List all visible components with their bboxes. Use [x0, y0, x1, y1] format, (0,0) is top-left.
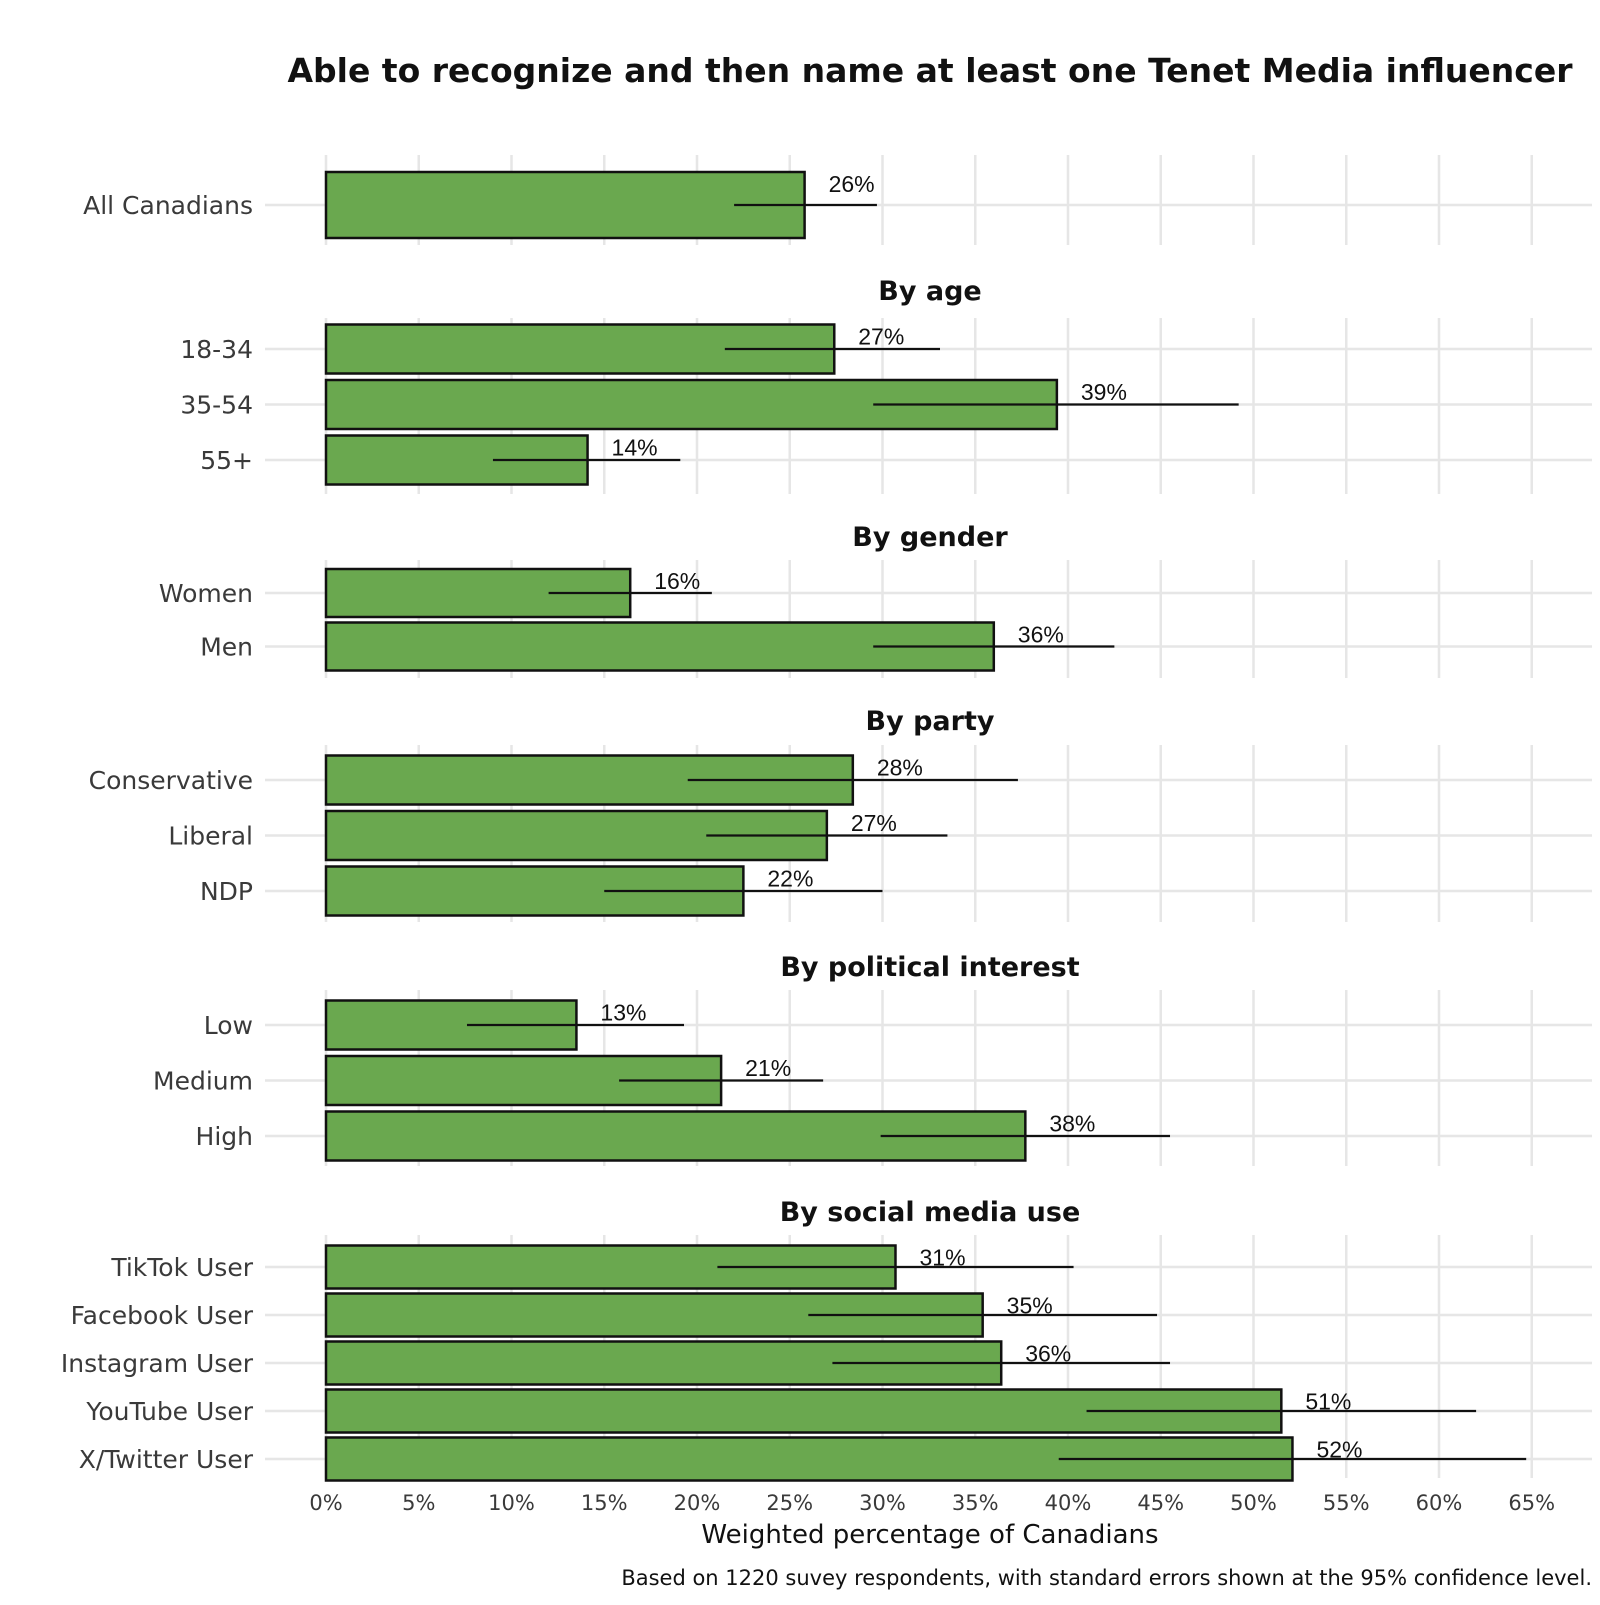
- value-label: 21%: [745, 1055, 791, 1081]
- x-tick-label: 15%: [581, 1491, 628, 1515]
- value-label: 16%: [654, 568, 700, 594]
- x-tick-label: 5%: [402, 1491, 435, 1515]
- category-label: Conservative: [89, 766, 253, 795]
- value-label: 51%: [1305, 1389, 1351, 1415]
- category-label: Men: [200, 633, 253, 662]
- value-label: 38%: [1049, 1111, 1095, 1137]
- facet-title: By political interest: [780, 952, 1079, 983]
- bar: [324, 999, 578, 1051]
- facet-title: By gender: [852, 522, 1008, 553]
- chart-caption: Based on 1220 suvey respondents, with st…: [621, 1566, 1592, 1590]
- value-label: 52%: [1316, 1437, 1362, 1463]
- panel-group: All Canadians 26%: [83, 155, 1592, 245]
- bar: [324, 170, 806, 240]
- category-label: All Canadians: [83, 191, 253, 220]
- x-tick-label: 10%: [488, 1491, 535, 1515]
- value-label: 35%: [1007, 1293, 1053, 1319]
- panel-group: By political interest Low 13% Medium 21% High…: [153, 952, 1592, 1166]
- category-label: X/Twitter User: [79, 1445, 254, 1474]
- x-axis-title: Weighted percentage of Canadians: [701, 1520, 1158, 1550]
- facet-title: By age: [878, 276, 981, 307]
- panel-group: By gender Women 16% Men 36%: [159, 522, 1592, 678]
- x-tick-label: 35%: [952, 1491, 999, 1515]
- facet-title: By social media use: [780, 1197, 1081, 1228]
- x-tick-label: 45%: [1137, 1491, 1184, 1515]
- value-label: 39%: [1081, 379, 1127, 405]
- category-label: Medium: [153, 1067, 253, 1096]
- chart-panels: All Canadians 26% By age 18-34 27% 35-54 39% 55…: [61, 155, 1592, 1482]
- category-label: Facebook User: [71, 1301, 254, 1330]
- category-label: Women: [159, 579, 253, 608]
- x-tick-label: 55%: [1323, 1491, 1370, 1515]
- category-label: Low: [204, 1011, 253, 1040]
- x-tick-label: 30%: [859, 1491, 906, 1515]
- x-tick-label: 40%: [1045, 1491, 1092, 1515]
- x-tick-label: 65%: [1508, 1491, 1555, 1515]
- value-label: 13%: [600, 1000, 646, 1026]
- x-tick-label: 50%: [1230, 1491, 1277, 1515]
- x-tick-label: 20%: [674, 1491, 721, 1515]
- panel-group: By party Conservative 28% Liberal 27% NDP 22%: [89, 706, 1592, 922]
- value-label: 36%: [1018, 622, 1064, 648]
- panel-group: By age 18-34 27% 35-54 39% 55+ 14%: [180, 276, 1592, 494]
- category-label: Liberal: [168, 822, 253, 851]
- value-label: 14%: [612, 435, 658, 461]
- x-axis: 0% 5% 10% 15% 20% 25% 30% 35% 40% 45% 50% 55% 60% 65%: [309, 1491, 1555, 1515]
- chart-title: Able to recognize and then name at least…: [287, 51, 1573, 90]
- value-label: 27%: [851, 810, 897, 836]
- category-label: 55+: [200, 446, 253, 475]
- category-label: Instagram User: [61, 1349, 254, 1378]
- value-label: 27%: [858, 324, 904, 350]
- category-label: High: [196, 1122, 253, 1151]
- value-label: 28%: [877, 755, 923, 781]
- value-label: 31%: [919, 1245, 965, 1271]
- category-label: TikTok User: [110, 1253, 253, 1282]
- value-label: 36%: [1025, 1341, 1071, 1367]
- category-label: NDP: [200, 877, 253, 906]
- x-tick-label: 25%: [766, 1491, 813, 1515]
- x-tick-label: 0%: [309, 1491, 342, 1515]
- category-label: YouTube User: [85, 1397, 253, 1426]
- x-tick-label: 60%: [1416, 1491, 1463, 1515]
- value-label: 26%: [829, 171, 875, 197]
- category-label: 18-34: [180, 335, 253, 364]
- panel-group: By social media use TikTok User 31% Faceboo…: [61, 1197, 1592, 1482]
- value-label: 22%: [767, 866, 813, 892]
- facet-title: By party: [866, 706, 995, 737]
- category-label: 35-54: [180, 391, 253, 420]
